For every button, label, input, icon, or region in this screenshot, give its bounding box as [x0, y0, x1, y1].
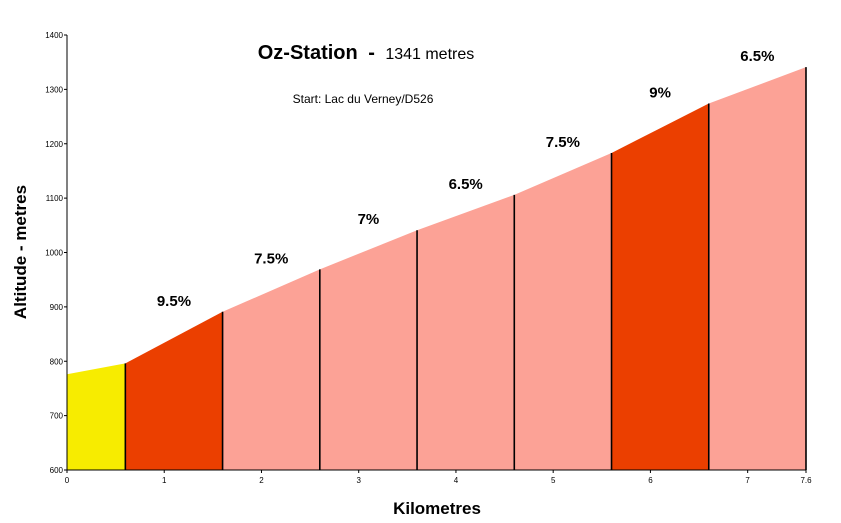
gradient-labels: 9.5% 7.5% 7% 6.5% 7.5% 9% 6.5%	[157, 48, 775, 310]
segment-4	[417, 194, 515, 471]
gradient-label-7: 6.5%	[740, 48, 774, 65]
gradient-label-6: 9%	[649, 85, 671, 102]
segment-1	[125, 311, 223, 470]
y-tick-label: 700	[50, 412, 64, 421]
x-tick-label: 4	[454, 476, 459, 485]
gradient-label-2: 7.5%	[254, 250, 288, 267]
gradient-label-5: 7.5%	[546, 134, 580, 151]
profile-segments	[67, 67, 806, 471]
y-axis-ticks: 600 700 800 900 1000 1100 1200 1300 1400	[45, 31, 67, 475]
y-tick-label: 1300	[45, 85, 63, 94]
x-tick-label: 7	[745, 476, 750, 485]
y-tick-label: 800	[50, 357, 64, 366]
x-tick-label: 3	[356, 476, 361, 485]
gradient-label-1: 9.5%	[157, 293, 191, 310]
segment-7	[708, 67, 806, 471]
gradient-label-3: 7%	[358, 211, 380, 228]
segment-dividers	[124, 67, 807, 470]
x-axis-title: Kilometres	[393, 499, 481, 518]
x-tick-label: 6	[648, 476, 653, 485]
start-annotation: Start: Lac du Verney/D526	[293, 92, 434, 106]
y-tick-label: 900	[50, 303, 64, 312]
x-tick-label: 0	[65, 476, 70, 485]
y-tick-label: 1200	[45, 140, 63, 149]
x-tick-label: 2	[259, 476, 264, 485]
title-separator: -	[368, 42, 375, 64]
y-tick-label: 600	[50, 466, 64, 475]
x-tick-label: 1	[162, 476, 167, 485]
x-tick-label: 5	[551, 476, 556, 485]
gradient-label-4: 6.5%	[449, 176, 483, 193]
y-tick-label: 1100	[46, 194, 64, 203]
segment-3	[319, 230, 418, 470]
chart-title: Oz-Station - 1341 metres	[258, 42, 475, 64]
x-axis-ticks: 0 1 2 3 4 5 6 7 7.6	[65, 470, 812, 485]
y-tick-label: 1400	[45, 31, 63, 40]
x-tick-label: 7.6	[800, 476, 812, 485]
y-axis-title: Altitude - metres	[11, 185, 30, 319]
segment-6	[611, 103, 709, 470]
segment-5	[514, 152, 612, 470]
title-main: Oz-Station	[258, 42, 358, 64]
chart-subtitle: 1341 metres	[385, 46, 474, 63]
segment-0	[67, 363, 126, 470]
segment-2	[222, 269, 320, 470]
y-tick-label: 1000	[45, 249, 63, 258]
